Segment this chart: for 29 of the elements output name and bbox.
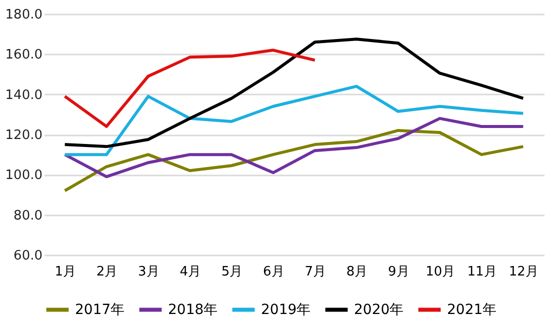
x-tick-label: 5月 <box>221 264 243 280</box>
y-tick-label: 160.0 <box>5 48 42 63</box>
x-tick-label: 11月 <box>467 264 497 280</box>
line-series <box>63 48 316 128</box>
y-tick-label: 80.0 <box>14 208 42 224</box>
x-tick-label: 10月 <box>426 264 456 280</box>
x-tick-label: 8月 <box>346 264 368 280</box>
line-series <box>63 84 525 156</box>
line-series <box>63 38 525 148</box>
legend-label: 2021年 <box>447 302 497 318</box>
y-tick-label: 180.0 <box>5 8 42 22</box>
legend-label: 2019年 <box>261 302 311 318</box>
x-tick-label: 9月 <box>388 264 410 280</box>
x-tick-label: 1月 <box>54 264 76 280</box>
x-tick-label: 7月 <box>304 264 326 280</box>
x-tick-label: 12月 <box>508 264 538 280</box>
y-tick-label: 60.0 <box>14 248 42 264</box>
legend-label: 2017年 <box>75 302 125 318</box>
x-tick-label: 4月 <box>180 264 201 280</box>
line-series <box>63 116 525 178</box>
y-tick-label: 140.0 <box>5 88 42 103</box>
x-tick-label: 3月 <box>138 264 160 280</box>
legend-label: 2020年 <box>354 302 404 318</box>
y-tick-label: 100.0 <box>5 168 42 184</box>
line-series <box>63 128 525 192</box>
x-tick-label: 2月 <box>96 264 118 280</box>
x-tick-label: 6月 <box>263 264 284 280</box>
y-tick-label: 120.0 <box>5 128 42 143</box>
legend-label: 2018年 <box>168 302 218 318</box>
